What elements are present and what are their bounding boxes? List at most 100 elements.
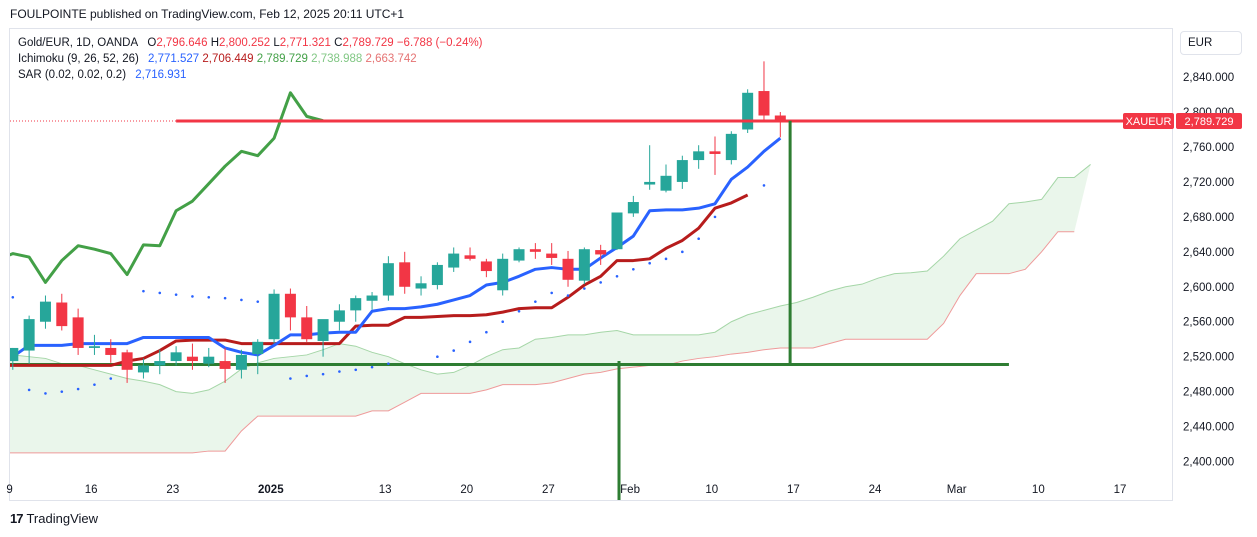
- y-tick-label: 2,680.000: [1183, 212, 1234, 224]
- candle-body: [513, 249, 525, 261]
- y-tick-label: 2,480.000: [1183, 387, 1234, 399]
- x-tick-label: 9: [6, 484, 12, 496]
- sar-dot: [501, 320, 505, 324]
- chart-legend: Gold/EUR, 1D, OANDA O2,796.646 H2,800.25…: [18, 35, 483, 83]
- candle-body: [578, 249, 590, 281]
- candle-body: [676, 160, 688, 182]
- legend-sar-value: 2,716.931: [135, 69, 187, 81]
- x-tick-label: 24: [869, 484, 882, 496]
- candle-body: [595, 250, 607, 255]
- sar-dot: [713, 215, 717, 219]
- legend-ichimoku-label: Ichimoku (9, 26, 52, 26): [18, 53, 139, 65]
- publisher-line: FOULPOINTE published on TradingView.com,…: [10, 7, 405, 21]
- y-tick-label: 2,760.000: [1183, 142, 1234, 154]
- sar-dot: [191, 295, 194, 298]
- sar-dot: [44, 392, 47, 395]
- candle-body: [758, 91, 770, 116]
- candle-body: [56, 302, 68, 327]
- legend-high-label: H: [210, 37, 219, 49]
- sar-dot: [354, 368, 358, 372]
- price-tag-text: 2,789.729: [1185, 116, 1234, 128]
- chart-frame: [9, 28, 1173, 501]
- legend-close-label: C: [334, 37, 343, 49]
- candle-body: [72, 317, 84, 348]
- candle-body: [660, 175, 672, 191]
- legend-sar-label: SAR (0.02, 0.02, 0.2): [18, 69, 127, 81]
- ichimoku-cloud: [10, 164, 1091, 453]
- sar-dot: [142, 289, 145, 293]
- sar-dot: [207, 295, 211, 299]
- sar-dot: [305, 374, 309, 378]
- candle-body: [23, 319, 35, 351]
- sar-dot: [436, 355, 439, 358]
- candle-body: [464, 255, 476, 259]
- candle-body: [529, 249, 541, 252]
- candle-body: [186, 356, 198, 362]
- sar-dot: [485, 330, 488, 334]
- x-tick-label: 27: [542, 484, 555, 496]
- legend-lagging: 2,789.729: [256, 53, 308, 65]
- legend-close: 2,789.729: [342, 37, 394, 49]
- candle-body: [105, 347, 117, 355]
- candle-body: [235, 354, 247, 370]
- candle-body: [154, 361, 166, 366]
- legend-open-label: O: [147, 37, 157, 49]
- candle-body: [627, 202, 639, 214]
- candle-body: [39, 301, 51, 322]
- currency-button[interactable]: EUR: [1180, 31, 1242, 55]
- candle-body: [268, 293, 280, 340]
- sar-dot: [599, 281, 602, 284]
- candle-body: [137, 365, 149, 373]
- candle-body: [88, 346, 100, 348]
- tradingview-logo[interactable]: 17 TradingView: [10, 511, 98, 526]
- x-tick-label: 13: [379, 484, 392, 496]
- candle-body: [448, 253, 460, 268]
- x-tick-label: 10: [1032, 484, 1045, 496]
- legend-conversion: 2,771.527: [148, 53, 200, 65]
- sar-dot: [468, 340, 472, 344]
- candle-body: [431, 264, 443, 286]
- sar-dot: [550, 291, 553, 295]
- candle-body: [399, 262, 411, 287]
- y-tick-label: 2,400.000: [1183, 457, 1234, 469]
- legend-ichimoku-row: Ichimoku (9, 26, 52, 26) 2,771.527 2,706…: [18, 51, 483, 67]
- sar-dot: [664, 257, 668, 261]
- ichimoku-span-a-line: [10, 164, 1091, 394]
- candle-body: [350, 298, 362, 311]
- sar-dot: [697, 237, 700, 241]
- sar-dot: [762, 184, 766, 187]
- sar-dot: [158, 291, 162, 295]
- candle-body: [480, 261, 492, 272]
- sar-dot: [632, 268, 635, 271]
- legend-low: 2,771.321: [279, 37, 331, 49]
- y-tick-label: 2,640.000: [1183, 247, 1234, 259]
- sar-dot: [517, 309, 521, 313]
- candle-body: [644, 181, 656, 185]
- x-tick-label: 10: [705, 484, 718, 496]
- candle-body: [219, 361, 231, 369]
- sar-dot: [648, 261, 651, 265]
- candle-body: [317, 319, 329, 341]
- x-tick-label: Feb: [620, 484, 640, 496]
- sar-dot: [256, 300, 260, 303]
- candle-body: [284, 293, 296, 318]
- sar-dot: [387, 362, 390, 365]
- legend-open: 2,796.646: [156, 37, 208, 49]
- sar-dot: [60, 390, 64, 393]
- sar-dot: [93, 383, 96, 386]
- candle-body: [693, 151, 705, 161]
- candle-body: [170, 352, 182, 362]
- candle-body: [382, 263, 394, 296]
- sar-dot: [338, 370, 341, 373]
- x-tick-label: 16: [85, 484, 98, 496]
- candle-body: [774, 115, 786, 121]
- candle-body: [121, 352, 133, 370]
- x-tick-label: 17: [1114, 484, 1127, 496]
- legend-sar-row: SAR (0.02, 0.02, 0.2) 2,716.931: [18, 67, 483, 83]
- sar-dot: [27, 388, 31, 392]
- sar-dot: [534, 300, 537, 303]
- sar-dot: [681, 250, 684, 254]
- price-tag-box: [1176, 112, 1242, 129]
- candle-body: [252, 341, 264, 355]
